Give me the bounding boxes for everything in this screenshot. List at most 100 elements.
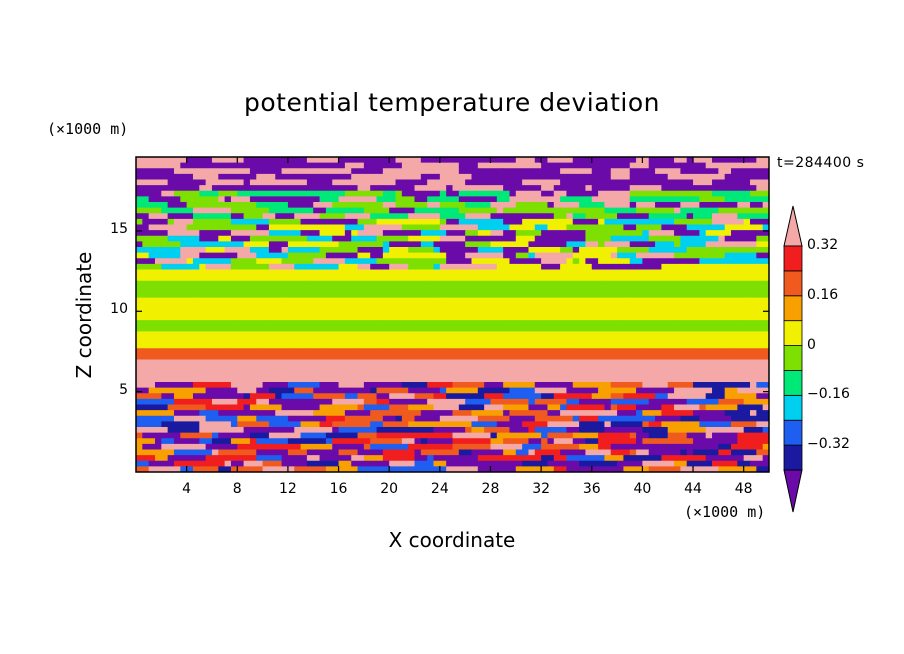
contour-cell <box>281 404 321 411</box>
contour-cell <box>148 466 181 472</box>
colorbar-bin <box>783 370 803 396</box>
contour-cell <box>553 466 561 472</box>
contour-cell <box>300 432 327 439</box>
contour-cell <box>249 196 276 203</box>
contour-cell <box>420 353 454 361</box>
contour-cell <box>756 410 769 417</box>
contour-cell <box>617 252 637 259</box>
contour-cell <box>528 438 542 445</box>
contour-cell <box>338 157 346 164</box>
contour-cell <box>648 213 681 220</box>
contour-cell <box>655 241 662 248</box>
contour-cell <box>136 162 156 169</box>
contour-cell <box>325 162 346 169</box>
contour-cell <box>604 202 625 209</box>
contour-cell <box>528 247 561 254</box>
contour-cell <box>693 376 700 383</box>
contour-cell <box>401 376 416 383</box>
contour-cell <box>230 382 264 389</box>
contour-cell <box>433 455 454 462</box>
contour-cell <box>186 443 207 451</box>
contour-cell <box>313 387 346 394</box>
contour-cell <box>173 218 194 226</box>
contour-cell <box>648 376 662 383</box>
contour-cell <box>471 449 504 456</box>
contour-cell <box>325 348 359 355</box>
contour-cell <box>351 168 384 175</box>
contour-cell <box>136 337 162 344</box>
contour-cell <box>572 190 599 197</box>
contour-cell <box>173 157 188 164</box>
contour-cell <box>287 224 308 231</box>
colorbar-label: −0.16 <box>807 386 850 403</box>
contour-cell <box>268 157 295 164</box>
contour-cell <box>680 162 694 169</box>
contour-cell <box>490 376 504 383</box>
contour-cell <box>211 393 245 400</box>
contour-cell <box>230 218 270 226</box>
contour-cell <box>503 449 517 456</box>
x-tick-label: 4 <box>182 481 192 497</box>
contour-cell <box>136 202 169 209</box>
colorbar-bin <box>783 295 803 322</box>
contour-cell <box>287 449 308 456</box>
contour-cell <box>136 421 162 428</box>
contour-cell <box>173 376 213 383</box>
contour-cell <box>332 353 365 361</box>
contour-cell <box>604 455 625 462</box>
contour-cell <box>363 455 384 462</box>
contour-cell <box>136 308 308 316</box>
contour-cell <box>705 162 745 169</box>
contour-cell <box>705 207 719 214</box>
contour-cell <box>161 190 175 197</box>
contour-cell <box>136 393 162 400</box>
contour-cell <box>230 230 245 237</box>
contour-cell <box>376 427 409 434</box>
contour-cell <box>224 348 264 355</box>
contour-cell <box>376 173 409 181</box>
contour-cell <box>262 162 295 169</box>
contour-cell <box>617 247 650 254</box>
contour-cell <box>667 393 707 400</box>
contour-cell <box>693 410 726 417</box>
contour-cell <box>452 162 460 169</box>
contour-cell <box>503 207 530 214</box>
contour-cell <box>667 415 681 422</box>
contour-cell <box>370 410 384 417</box>
contour-cell <box>731 421 757 428</box>
contour-cell <box>256 224 270 231</box>
contour-cell <box>490 185 498 192</box>
contour-cell <box>629 241 656 248</box>
contour-cell <box>458 196 498 203</box>
contour-cell <box>712 348 732 355</box>
contour-cell <box>446 466 479 472</box>
contour-cell <box>750 382 757 389</box>
contour-cell <box>477 157 517 164</box>
contour-cell <box>756 252 769 259</box>
contour-cell <box>433 460 447 467</box>
contour-cell <box>680 359 688 366</box>
contour-cell <box>566 387 599 394</box>
contour-cell <box>420 230 447 237</box>
contour-cell <box>534 376 568 383</box>
contour-cell <box>275 235 308 242</box>
contour-cell <box>230 213 245 220</box>
contour-cell <box>756 207 769 214</box>
contour-cell <box>579 421 606 428</box>
contour-cell <box>648 230 656 237</box>
contour-cell <box>623 370 662 377</box>
contour-cell <box>579 202 606 209</box>
contour-cell <box>243 230 251 237</box>
contour-cell <box>560 168 593 175</box>
contour-cell <box>136 224 150 231</box>
contour-cell <box>136 297 200 304</box>
contour-cell <box>262 190 270 197</box>
contour-cell <box>452 353 485 361</box>
contour-cell <box>547 460 580 467</box>
contour-cell <box>515 157 536 164</box>
contour-cell <box>712 432 732 439</box>
contour-cell <box>585 410 618 417</box>
contour-cell <box>585 370 625 377</box>
contour-cell <box>699 415 732 422</box>
contour-cell <box>268 365 308 372</box>
